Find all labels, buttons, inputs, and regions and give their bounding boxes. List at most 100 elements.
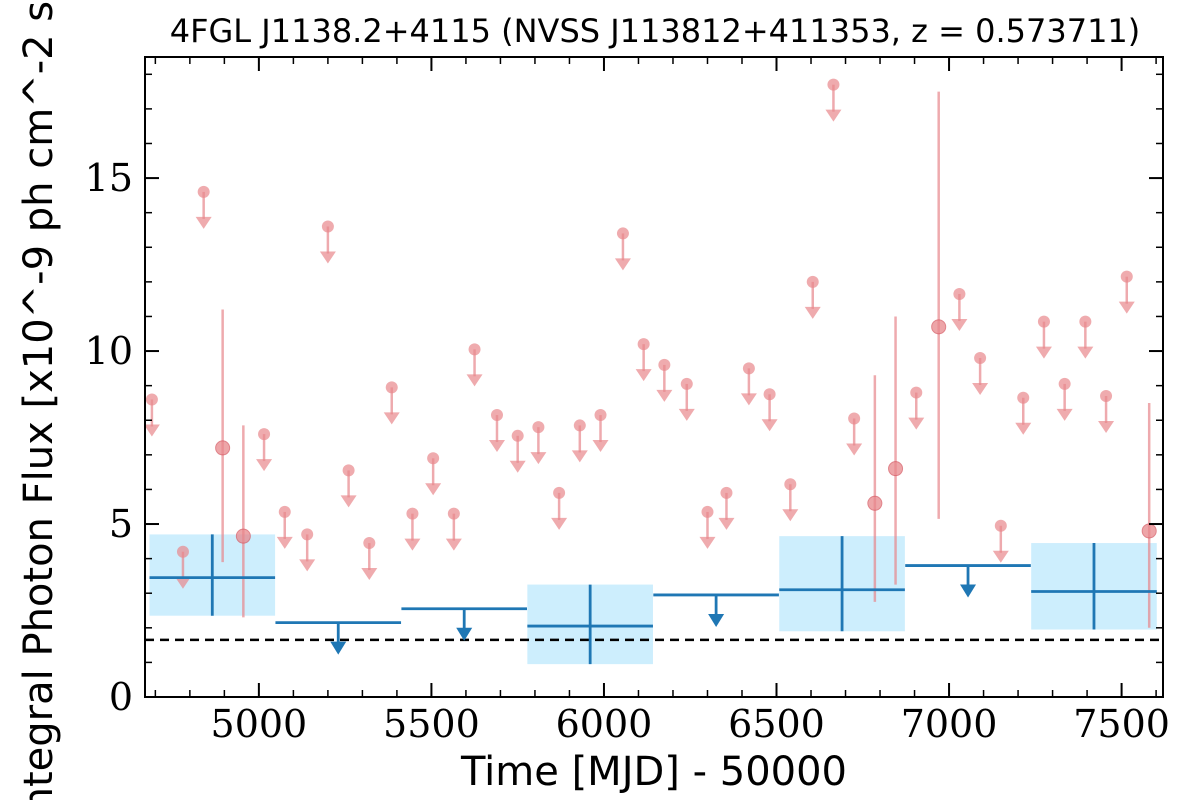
data-point — [321, 220, 334, 233]
upper-limit-arrowhead — [509, 460, 526, 473]
data-point — [763, 388, 776, 401]
upper-limit-arrowhead — [340, 495, 357, 508]
y-tick-label: 10 — [85, 329, 133, 373]
data-point — [176, 545, 189, 558]
x-tick-label: 5500 — [383, 702, 480, 746]
data-point — [573, 419, 586, 432]
data-point — [553, 486, 566, 499]
upper-limit-arrowhead — [708, 613, 725, 627]
upper-limit-arrowhead — [1056, 408, 1073, 421]
upper-limit-arrowhead — [635, 369, 652, 382]
data-point — [215, 440, 231, 456]
upper-limit-arrowhead — [256, 459, 273, 472]
data-point — [1017, 391, 1030, 404]
plot-area — [143, 56, 1164, 698]
upper-limit-arrowhead — [404, 538, 421, 551]
data-point — [616, 227, 629, 240]
upper-limit-arrowhead — [383, 412, 400, 425]
upper-limit-arrowhead — [740, 393, 757, 406]
upper-limit-arrowhead — [825, 109, 842, 122]
data-point — [594, 409, 607, 422]
upper-limit-arrowhead — [330, 641, 347, 655]
upper-limit-arrowhead — [456, 627, 473, 641]
x-tick-label: 6500 — [728, 702, 825, 746]
data-point — [1141, 523, 1157, 539]
data-point — [701, 505, 714, 518]
upper-limit-arrowhead — [960, 584, 977, 598]
x-axis-label: Time [MJD] - 50000 — [460, 749, 847, 795]
data-point — [235, 528, 251, 544]
data-point — [1100, 390, 1113, 403]
y-tick-label: 0 — [109, 675, 133, 719]
upper-limit-arrowhead — [466, 374, 483, 387]
data-point — [490, 409, 503, 422]
x-tick-label: 6000 — [556, 702, 653, 746]
data-point — [974, 351, 987, 364]
data-point — [278, 505, 291, 518]
data-point — [1058, 377, 1071, 390]
data-point — [301, 528, 314, 541]
upper-limit-arrowhead — [276, 536, 293, 549]
data-point — [806, 275, 819, 288]
data-point — [637, 338, 650, 351]
data-point — [511, 429, 524, 442]
data-point — [742, 362, 755, 375]
upper-limit-arrowhead — [425, 483, 442, 496]
data-point — [427, 452, 440, 465]
upper-limit-arrowhead — [488, 440, 505, 453]
data-point — [532, 421, 545, 434]
upper-limit-arrowhead — [992, 550, 1009, 563]
upper-limit-arrowhead — [195, 216, 212, 229]
x-tick-label: 7000 — [901, 702, 998, 746]
y-axis-label: Integral Photon Flux [x10^-9 ph cm^-2 s^… — [16, 0, 62, 800]
upper-limit-arrowhead — [972, 382, 989, 395]
data-point — [867, 495, 883, 511]
data-point — [848, 412, 861, 425]
upper-limit-arrowhead — [571, 450, 588, 463]
data-point — [363, 537, 376, 550]
chart-title: 4FGL J1138.2+4115 (NVSS J113812+411353, … — [170, 12, 1141, 50]
upper-limit-arrowhead — [530, 452, 547, 465]
upper-limit-arrowhead — [614, 258, 631, 271]
upper-limit-arrowhead — [782, 509, 799, 522]
data-point — [910, 386, 923, 399]
upper-limit-arrowhead — [1098, 421, 1115, 434]
upper-limit-arrowhead — [319, 251, 336, 264]
data-point — [1079, 315, 1092, 328]
upper-limit-arrowhead — [804, 306, 821, 319]
upper-limit-arrowhead — [174, 576, 191, 589]
data-point — [827, 78, 840, 91]
upper-limit-arrowhead — [592, 440, 609, 453]
upper-limit-arrowhead — [908, 417, 925, 430]
data-point — [720, 486, 733, 499]
upper-limit-arrowhead — [1118, 301, 1135, 314]
data-point — [197, 185, 210, 198]
data-point — [931, 319, 947, 335]
upper-limit-arrowhead — [699, 536, 716, 549]
data-point — [468, 343, 481, 356]
upper-limit-arrowhead — [1077, 346, 1094, 359]
data-point — [447, 507, 460, 520]
data-point — [406, 507, 419, 520]
upper-limit-arrowhead — [551, 517, 568, 530]
upper-limit-arrowhead — [656, 389, 673, 402]
upper-limit-arrowhead — [846, 443, 863, 456]
x-tick-label: 5000 — [211, 702, 308, 746]
data-point — [1037, 315, 1050, 328]
x-tick-label: 7500 — [1073, 702, 1170, 746]
upper-limit-arrowhead — [361, 568, 378, 581]
y-tick-label: 15 — [85, 156, 133, 200]
data-point — [658, 358, 671, 371]
data-point — [784, 478, 797, 491]
data-point — [145, 393, 158, 406]
data-point — [680, 377, 693, 390]
upper-limit-arrowhead — [761, 419, 778, 432]
upper-limit-arrowhead — [445, 538, 462, 551]
data-point — [888, 461, 904, 477]
upper-limit-arrowhead — [299, 559, 316, 572]
data-point — [1120, 270, 1133, 283]
y-tick-label: 5 — [109, 502, 133, 546]
data-point — [342, 464, 355, 477]
upper-limit-arrowhead — [718, 517, 735, 530]
